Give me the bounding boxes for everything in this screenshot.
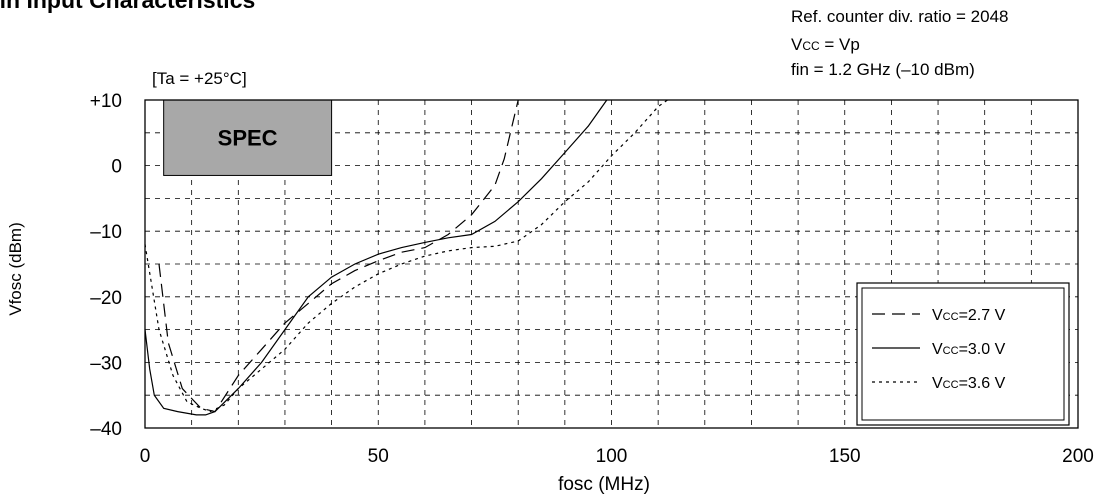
legend-label: VCC=3.0 V bbox=[932, 341, 1006, 358]
legend-inner-frame bbox=[861, 287, 1065, 421]
y-tick-label: –20 bbox=[90, 288, 122, 309]
y-tick-label: –10 bbox=[90, 222, 122, 243]
y-tick-label: 0 bbox=[111, 157, 122, 178]
spec-label: SPEC bbox=[218, 126, 278, 151]
x-tick-label: 100 bbox=[596, 446, 628, 467]
legend-vcc-value: =3.0 V bbox=[959, 341, 1006, 358]
legend-vcc-subscript: CC bbox=[943, 379, 959, 391]
condition-ref-divider: Ref. counter div. ratio = 2048 bbox=[791, 7, 1009, 26]
condition-vcc-symbol: V bbox=[791, 35, 803, 54]
temperature-label: [Ta = +25°C] bbox=[152, 69, 247, 88]
x-tick-label: 200 bbox=[1062, 446, 1094, 467]
series-line-dot bbox=[144, 99, 668, 413]
legend-vcc-value: =3.6 V bbox=[959, 375, 1006, 392]
legend-vcc-symbol: V bbox=[932, 375, 943, 392]
y-axis-title: Vfosc (dBm) bbox=[6, 222, 25, 316]
condition-fin: fin = 1.2 GHz (–10 dBm) bbox=[791, 60, 975, 79]
y-tick-label: +10 bbox=[90, 91, 122, 112]
condition-vcc-subscript: CC bbox=[802, 39, 820, 53]
spec-region bbox=[163, 99, 333, 176]
legend-vcc-symbol: V bbox=[932, 341, 943, 358]
legend-vcc-symbol: V bbox=[932, 307, 943, 324]
x-axis-title: fosc (MHz) bbox=[558, 474, 650, 495]
condition-vcc-value: = Vp bbox=[820, 35, 860, 54]
x-tick-label: 0 bbox=[140, 446, 151, 467]
x-tick-label: 150 bbox=[829, 446, 861, 467]
y-tick-label: –40 bbox=[90, 419, 122, 440]
legend-vcc-subscript: CC bbox=[943, 311, 959, 323]
series-line-dash bbox=[158, 99, 519, 413]
legend-vcc-subscript: CC bbox=[943, 345, 959, 357]
legend-vcc-value: =2.7 V bbox=[959, 307, 1006, 324]
page-title: fin Input Characteristics bbox=[0, 0, 255, 13]
condition-vcc: VCC = Vp bbox=[791, 35, 860, 54]
series-group bbox=[144, 99, 668, 416]
series-line-solid bbox=[144, 99, 608, 416]
legend-outer-frame bbox=[856, 282, 1070, 426]
tick-labels: 0 50 100 150 200 +10 0 –10 –20 –30 –40 bbox=[90, 91, 1094, 467]
grid bbox=[145, 100, 1078, 428]
y-tick-label: –30 bbox=[90, 353, 122, 374]
plot-area-border bbox=[144, 99, 1079, 429]
legend-label: VCC=2.7 V bbox=[932, 307, 1006, 324]
x-tick-label: 50 bbox=[368, 446, 389, 467]
legend-label: VCC=3.6 V bbox=[932, 375, 1006, 392]
